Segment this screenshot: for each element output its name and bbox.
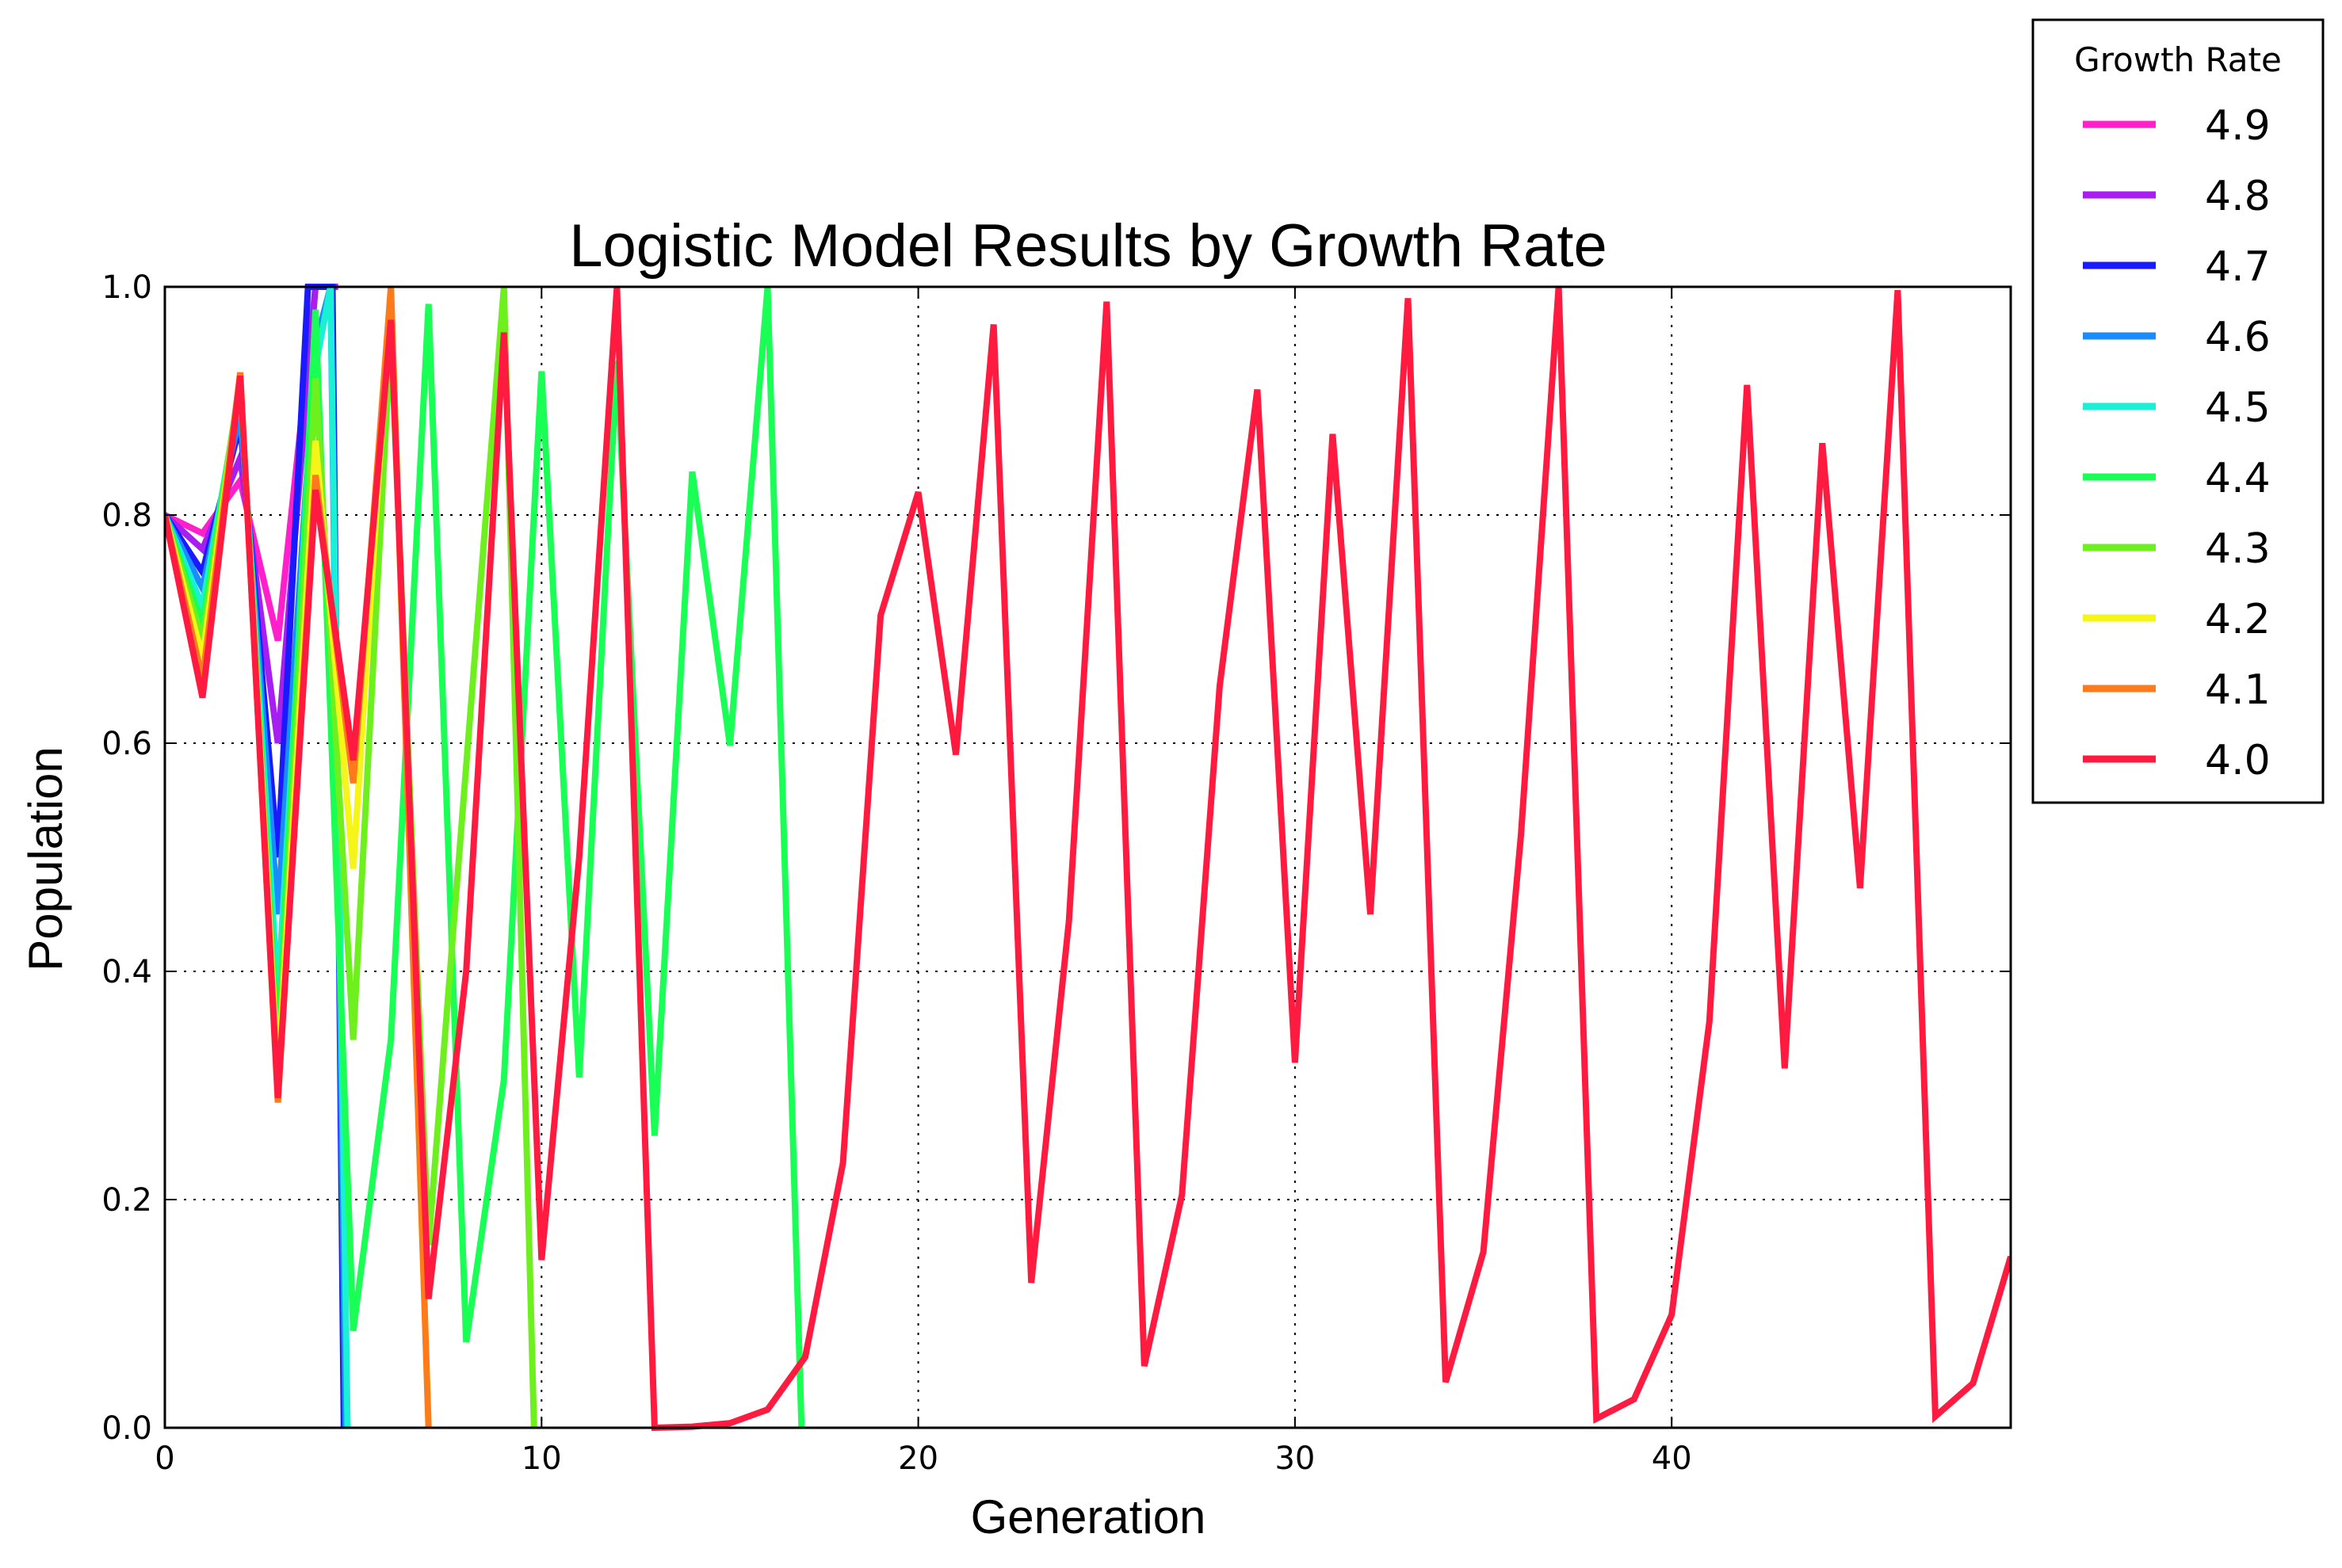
series-line-4-0 (165, 286, 2011, 1431)
legend-label: 4.6 (2205, 314, 2271, 361)
y-axis-ticks: 0.0 0.2 0.4 0.6 0.8 1.0 (101, 269, 2011, 1447)
legend-label: 4.7 (2205, 243, 2271, 291)
y-tick-label: 0.0 (101, 1410, 152, 1447)
legend-title: Growth Rate (2074, 40, 2282, 79)
legend-label: 4.9 (2205, 102, 2271, 150)
x-axis-label: Generation (971, 1490, 1206, 1543)
chart-title: Logistic Model Results by Growth Rate (569, 212, 1607, 280)
legend-box (2031, 18, 2325, 804)
y-tick-label: 0.2 (101, 1182, 152, 1219)
legend-label: 4.2 (2205, 596, 2271, 643)
plot-frame (163, 285, 2012, 1429)
legend-label: 4.5 (2205, 384, 2271, 432)
x-tick-label: 30 (1274, 1440, 1315, 1477)
x-tick-label: 40 (1652, 1440, 1692, 1477)
y-axis-label: Population (19, 746, 72, 971)
y-tick-label: 1.0 (101, 269, 152, 306)
y-tick-label: 0.8 (101, 498, 152, 534)
legend-label: 4.3 (2205, 525, 2271, 573)
y-tick-label: 0.6 (101, 726, 152, 762)
legend-label: 4.8 (2205, 173, 2271, 220)
legend: Growth Rate 4.9 4.8 4.7 4.6 4.5 4.4 4.3 4.2 4.1 4… (2031, 18, 2325, 804)
legend-label: 4.4 (2205, 455, 2271, 502)
legend-label: 4.1 (2205, 666, 2271, 714)
x-axis-ticks: 0 10 20 30 40 (155, 287, 1692, 1477)
y-tick-label: 0.4 (101, 954, 152, 990)
legend-label: 4.0 (2205, 737, 2271, 784)
x-tick-label: 20 (898, 1440, 938, 1477)
x-tick-label: 0 (155, 1440, 174, 1477)
x-tick-label: 10 (522, 1440, 562, 1477)
